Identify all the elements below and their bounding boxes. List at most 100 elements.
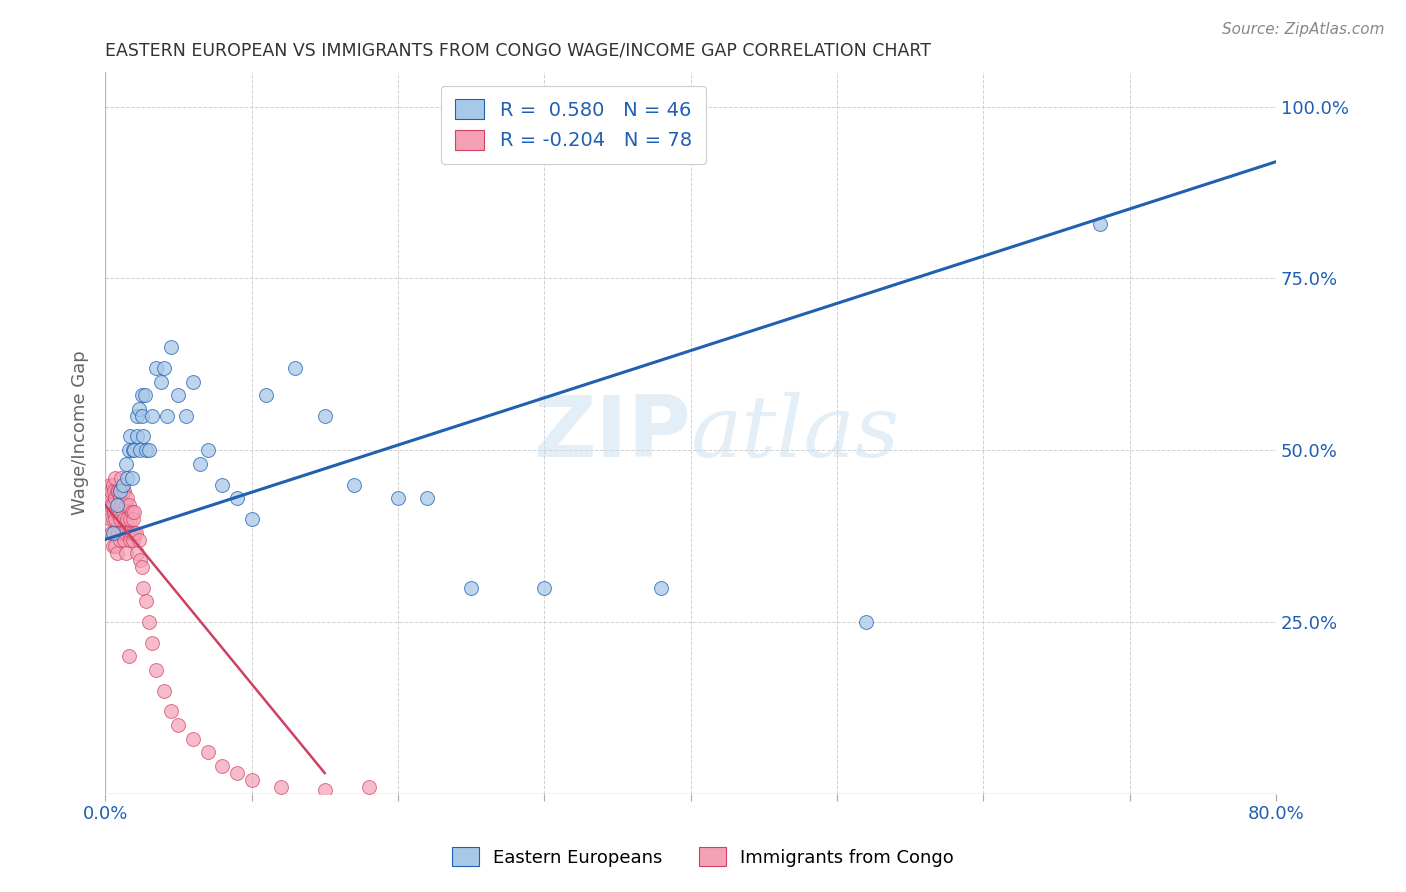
Point — [105, 525, 128, 540]
Point — [131, 409, 153, 423]
Point — [160, 340, 183, 354]
Point — [122, 512, 145, 526]
Point — [181, 731, 204, 746]
Point — [120, 533, 142, 547]
Point — [107, 498, 129, 512]
Point — [108, 484, 131, 499]
Point — [167, 388, 190, 402]
Point — [211, 477, 233, 491]
Point — [98, 512, 121, 526]
Point — [197, 443, 219, 458]
Text: Source: ZipAtlas.com: Source: ZipAtlas.com — [1222, 22, 1385, 37]
Point — [135, 443, 157, 458]
Point — [120, 429, 142, 443]
Point — [103, 525, 125, 540]
Point — [112, 484, 135, 499]
Point — [314, 783, 336, 797]
Point — [387, 491, 409, 506]
Point — [114, 457, 136, 471]
Point — [131, 560, 153, 574]
Point — [132, 429, 155, 443]
Point — [108, 533, 131, 547]
Point — [117, 649, 139, 664]
Point — [128, 533, 150, 547]
Point — [100, 498, 122, 512]
Point — [108, 491, 131, 506]
Point — [855, 615, 877, 629]
Point — [111, 505, 134, 519]
Point — [115, 512, 138, 526]
Point — [114, 525, 136, 540]
Point — [110, 471, 132, 485]
Point — [101, 498, 124, 512]
Point — [129, 443, 152, 458]
Point — [254, 388, 277, 402]
Point — [138, 615, 160, 629]
Point — [105, 546, 128, 560]
Point — [188, 457, 211, 471]
Point — [98, 477, 121, 491]
Point — [240, 772, 263, 787]
Point — [115, 471, 138, 485]
Point — [100, 525, 122, 540]
Point — [270, 780, 292, 794]
Point — [117, 525, 139, 540]
Point — [105, 505, 128, 519]
Point — [145, 360, 167, 375]
Point — [284, 360, 307, 375]
Point — [152, 360, 174, 375]
Point — [134, 388, 156, 402]
Point — [107, 525, 129, 540]
Point — [211, 759, 233, 773]
Point — [124, 525, 146, 540]
Point — [110, 498, 132, 512]
Point — [174, 409, 197, 423]
Point — [343, 477, 366, 491]
Text: EASTERN EUROPEAN VS IMMIGRANTS FROM CONGO WAGE/INCOME GAP CORRELATION CHART: EASTERN EUROPEAN VS IMMIGRANTS FROM CONG… — [105, 42, 931, 60]
Point — [105, 484, 128, 499]
Point — [115, 491, 138, 506]
Point — [226, 766, 249, 780]
Point — [240, 512, 263, 526]
Point — [103, 484, 125, 499]
Point — [111, 525, 134, 540]
Point — [104, 471, 127, 485]
Point — [533, 581, 555, 595]
Point — [1090, 217, 1112, 231]
Point — [117, 498, 139, 512]
Point — [101, 540, 124, 554]
Point — [120, 512, 142, 526]
Point — [128, 402, 150, 417]
Point — [111, 477, 134, 491]
Point — [104, 512, 127, 526]
Point — [114, 546, 136, 560]
Point — [650, 581, 672, 595]
Point — [314, 409, 336, 423]
Point — [127, 409, 149, 423]
Point — [117, 443, 139, 458]
Point — [101, 512, 124, 526]
Point — [105, 498, 128, 512]
Point — [131, 388, 153, 402]
Point — [156, 409, 179, 423]
Point — [101, 477, 124, 491]
Point — [167, 718, 190, 732]
Point — [122, 443, 145, 458]
Point — [107, 484, 129, 499]
Point — [104, 491, 127, 506]
Point — [97, 484, 120, 499]
Legend: Eastern Europeans, Immigrants from Congo: Eastern Europeans, Immigrants from Congo — [444, 840, 962, 874]
Point — [125, 525, 148, 540]
Point — [103, 505, 125, 519]
Text: atlas: atlas — [690, 392, 900, 475]
Point — [101, 525, 124, 540]
Point — [108, 505, 131, 519]
Text: ZIP: ZIP — [533, 392, 690, 475]
Point — [129, 553, 152, 567]
Point — [100, 484, 122, 499]
Point — [98, 491, 121, 506]
Point — [160, 704, 183, 718]
Point — [145, 663, 167, 677]
Point — [108, 484, 131, 499]
Point — [226, 491, 249, 506]
